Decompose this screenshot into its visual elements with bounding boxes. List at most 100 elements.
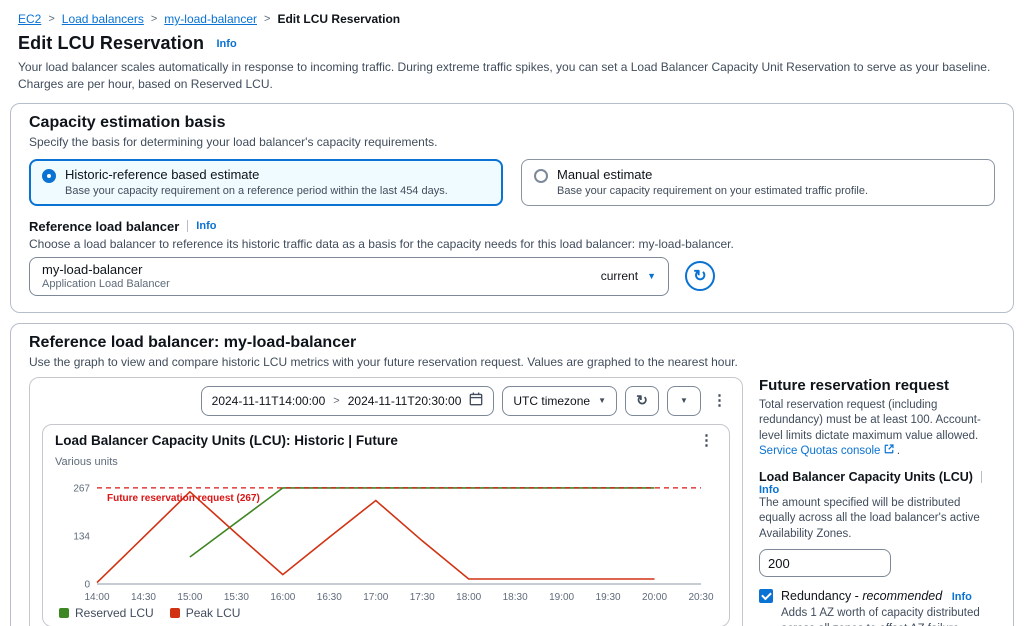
reference-card-content: 2024-11-11T14:00:00 > 2024-11-11T20:30:0…	[29, 376, 995, 626]
date-range-picker[interactable]: 2024-11-11T14:00:00 > 2024-11-11T20:30:0…	[200, 385, 495, 416]
date-range-separator: >	[333, 394, 340, 407]
svg-text:20:00: 20:00	[642, 592, 667, 603]
page-description: Your load balancer scales automatically …	[18, 60, 991, 91]
load-balancer-select-right: current ▼	[601, 269, 656, 283]
option-historic-label: Historic-reference based estimate	[65, 166, 260, 182]
legend-label: Reserved LCU	[75, 605, 154, 620]
future-panel-description-text: Total reservation request (including red…	[759, 398, 981, 442]
option-manual-description: Base your capacity requirement on your e…	[557, 184, 869, 197]
chart-container: 2024-11-11T14:00:00 > 2024-11-11T20:30:0…	[29, 376, 743, 626]
svg-text:19:30: 19:30	[596, 592, 621, 603]
reference-load-balancer-description: Choose a load balancer to reference its …	[29, 236, 734, 251]
date-range-end: 2024-11-11T20:30:00	[347, 393, 462, 408]
timezone-select[interactable]: UTC timezone ▼	[502, 385, 617, 416]
lcu-value-input[interactable]	[759, 549, 891, 578]
svg-text:16:00: 16:00	[270, 592, 295, 603]
lcu-field-label-row: Load Balancer Capacity Units (LCU) Info	[759, 470, 995, 496]
chevron-down-icon: ▼	[647, 270, 656, 281]
svg-text:267: 267	[73, 483, 90, 494]
redundancy-checkbox-checked[interactable]	[759, 589, 773, 604]
future-reservation-panel: Future reservation request Total reserva…	[759, 377, 995, 626]
breadcrumb: EC2 > Load balancers > my-load-balancer …	[0, 0, 1024, 26]
external-link-icon	[884, 444, 897, 457]
chart-refresh-button[interactable]: ↻	[625, 385, 659, 416]
option-manual-text: Manual estimate Base your capacity requi…	[557, 167, 868, 197]
chevron-down-icon: ▼	[680, 396, 688, 406]
option-historic-estimate[interactable]: Historic-reference based estimate Base y…	[29, 158, 503, 206]
lcu-field-label: Load Balancer Capacity Units (LCU)	[759, 469, 973, 484]
load-balancer-select-type: Application Load Balancer	[42, 277, 170, 290]
calendar-icon	[469, 392, 483, 409]
load-balancer-select[interactable]: my-load-balancer Application Load Balanc…	[29, 256, 669, 296]
breadcrumb-link-my-load-balancer[interactable]: my-load-balancer	[164, 12, 257, 26]
svg-text:18:30: 18:30	[503, 592, 528, 603]
service-quotas-console-link[interactable]: Service Quotas console	[759, 445, 881, 458]
option-manual-estimate[interactable]: Manual estimate Base your capacity requi…	[521, 158, 995, 206]
page-title: Edit LCU Reservation	[18, 33, 205, 53]
svg-text:16:30: 16:30	[317, 592, 342, 603]
page-info-link[interactable]: Info	[216, 38, 237, 50]
breadcrumb-link-ec2[interactable]: EC2	[18, 12, 42, 26]
timezone-value: UTC timezone	[513, 393, 591, 408]
chart-title: Load Balancer Capacity Units (LCU): Hist…	[55, 432, 398, 448]
reference-card-subtitle: Use the graph to view and compare histor…	[29, 354, 738, 369]
estimate-options: Historic-reference based estimate Base y…	[29, 158, 995, 206]
load-balancer-select-text: my-load-balancer Application Load Balanc…	[42, 262, 170, 290]
svg-text:20:30: 20:30	[688, 592, 713, 603]
page-header: Edit LCU Reservation Info Your load bala…	[0, 26, 1024, 93]
legend-label: Peak LCU	[185, 605, 241, 620]
breadcrumb-link-load-balancers[interactable]: Load balancers	[61, 12, 144, 26]
reference-select-row: my-load-balancer Application Load Balanc…	[29, 256, 995, 296]
svg-text:134: 134	[73, 531, 90, 542]
peak-lcu-swatch	[169, 607, 180, 618]
load-balancer-select-value: my-load-balancer	[42, 261, 143, 277]
svg-text:19:00: 19:00	[549, 592, 574, 603]
lcu-info-link[interactable]: Info	[759, 483, 780, 496]
redundancy-checkbox-row: Redundancy - recommended Info	[759, 589, 995, 604]
breadcrumb-separator: >	[150, 13, 158, 25]
breadcrumb-separator: >	[264, 13, 271, 25]
future-panel-description: Total reservation request (including red…	[759, 398, 995, 460]
legend-item-reserved-lcu[interactable]: Reserved LCU	[59, 606, 154, 620]
chart-y-axis-label: Various units	[55, 455, 118, 468]
svg-text:14:00: 14:00	[84, 592, 109, 603]
option-historic-description: Base your capacity requirement on a refe…	[65, 184, 448, 197]
reference-card-title: Reference load balancer: my-load-balance…	[29, 333, 357, 351]
svg-text:17:30: 17:30	[410, 592, 435, 603]
refresh-load-balancers-button[interactable]: ↻	[685, 261, 715, 292]
date-range-start: 2024-11-11T14:00:00	[211, 393, 326, 408]
future-panel-description-suffix: .	[896, 445, 901, 458]
capacity-card-subtitle: Specify the basis for determining your l…	[29, 134, 438, 149]
capacity-card-title: Capacity estimation basis	[29, 113, 226, 131]
chevron-down-icon: ▼	[598, 396, 606, 406]
radio-unselected-icon[interactable]	[534, 168, 548, 183]
reference-info-link[interactable]: Info	[196, 220, 217, 233]
chart-toolbar-kebab-menu[interactable]: ⋮	[712, 392, 727, 410]
option-historic-text: Historic-reference based estimate Base y…	[65, 167, 448, 197]
refresh-icon: ↻	[636, 392, 648, 409]
svg-text:Future reservation request (26: Future reservation request (267)	[107, 492, 260, 503]
option-manual-label: Manual estimate	[557, 166, 653, 182]
chart-header: Load Balancer Capacity Units (LCU): Hist…	[55, 433, 717, 448]
breadcrumb-separator: >	[48, 13, 55, 25]
lcu-chart: 0 134 267 14:00 14:30 15:00 15:30 16:00 16:30 17:…	[73, 483, 714, 603]
redundancy-recommended-text: recommended	[862, 589, 943, 604]
lcu-chart-card: Load Balancer Capacity Units (LCU): Hist…	[42, 423, 730, 626]
redundancy-info-link[interactable]: Info	[951, 591, 972, 604]
reference-load-balancer-label-row: Reference load balancer Info	[29, 219, 995, 234]
legend-item-peak-lcu[interactable]: Peak LCU	[169, 605, 241, 620]
chart-kebab-menu[interactable]: ⋮	[699, 431, 714, 449]
chart-toolbar: 2024-11-11T14:00:00 > 2024-11-11T20:30:0…	[42, 385, 730, 416]
svg-text:18:00: 18:00	[456, 592, 481, 603]
redundancy-description: Adds 1 AZ worth of capacity distributed …	[781, 607, 980, 626]
label-divider	[187, 220, 189, 233]
redundancy-label: Redundancy - recommended Info	[781, 589, 972, 603]
chart-options-dropdown-button[interactable]: ▼	[667, 385, 701, 416]
lcu-field-description: The amount specified will be distributed…	[759, 496, 980, 540]
radio-selected-icon[interactable]	[42, 168, 56, 183]
current-badge: current	[600, 268, 639, 283]
svg-text:15:30: 15:30	[224, 592, 249, 603]
svg-text:15:00: 15:00	[177, 592, 202, 603]
label-divider	[980, 470, 982, 483]
refresh-icon: ↻	[693, 268, 707, 286]
